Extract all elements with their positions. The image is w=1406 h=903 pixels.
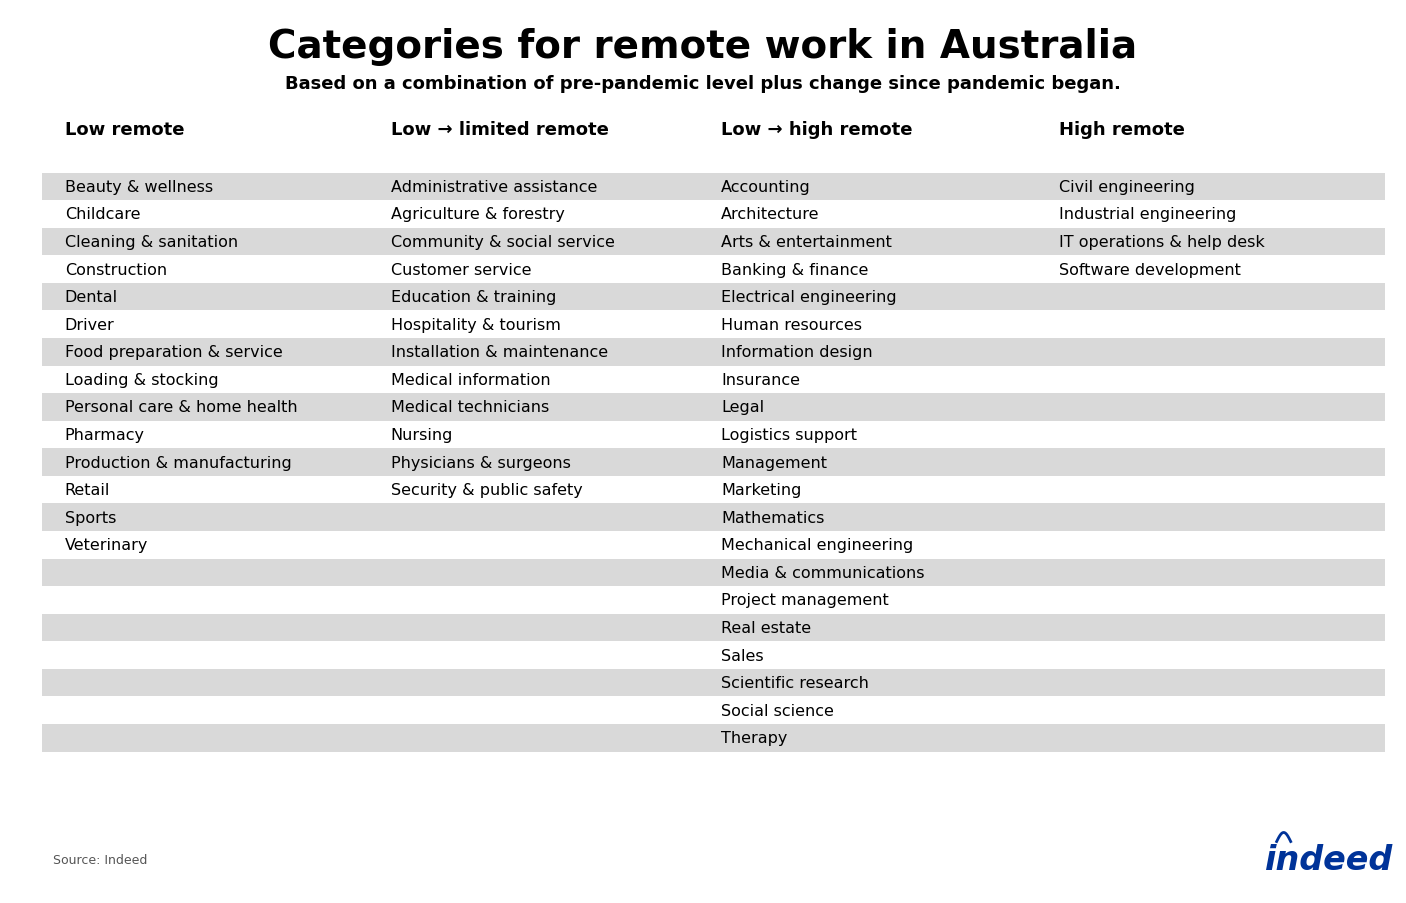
Text: Installation & maintenance: Installation & maintenance xyxy=(391,345,607,360)
Text: Therapy: Therapy xyxy=(721,731,787,746)
Text: Logistics support: Logistics support xyxy=(721,427,858,442)
Bar xyxy=(42,394,1385,421)
Bar xyxy=(42,504,1385,531)
Text: Beauty & wellness: Beauty & wellness xyxy=(65,180,212,195)
Bar xyxy=(42,531,1385,559)
Text: Human resources: Human resources xyxy=(721,317,862,332)
Bar xyxy=(42,587,1385,614)
Text: Management: Management xyxy=(721,455,827,470)
Text: Veterinary: Veterinary xyxy=(65,537,148,553)
Text: Customer service: Customer service xyxy=(391,262,531,277)
Text: Agriculture & forestry: Agriculture & forestry xyxy=(391,207,565,222)
Text: Categories for remote work in Australia: Categories for remote work in Australia xyxy=(269,28,1137,66)
Bar xyxy=(42,311,1385,339)
Text: Low → high remote: Low → high remote xyxy=(721,121,912,139)
Bar xyxy=(42,559,1385,587)
Text: Cleaning & sanitation: Cleaning & sanitation xyxy=(65,235,238,250)
Bar xyxy=(42,751,1385,779)
Bar xyxy=(42,284,1385,311)
Text: Hospitality & tourism: Hospitality & tourism xyxy=(391,317,561,332)
Text: Arts & entertainment: Arts & entertainment xyxy=(721,235,893,250)
Bar xyxy=(42,449,1385,476)
Bar xyxy=(42,228,1385,256)
Text: Insurance: Insurance xyxy=(721,372,800,387)
Text: Information design: Information design xyxy=(721,345,873,360)
Text: Nursing: Nursing xyxy=(391,427,453,442)
Text: Banking & finance: Banking & finance xyxy=(721,262,869,277)
Text: Marketing: Marketing xyxy=(721,482,801,498)
Text: Industrial engineering: Industrial engineering xyxy=(1059,207,1236,222)
Text: Project management: Project management xyxy=(721,592,889,608)
Text: Administrative assistance: Administrative assistance xyxy=(391,180,598,195)
Text: Retail: Retail xyxy=(65,482,110,498)
Text: Legal: Legal xyxy=(721,400,765,415)
Text: Production & manufacturing: Production & manufacturing xyxy=(65,455,291,470)
Text: Education & training: Education & training xyxy=(391,290,557,305)
Text: Real estate: Real estate xyxy=(721,620,811,636)
Bar xyxy=(42,173,1385,200)
Text: Childcare: Childcare xyxy=(65,207,141,222)
Bar xyxy=(42,669,1385,696)
Text: Low → limited remote: Low → limited remote xyxy=(391,121,609,139)
Bar xyxy=(42,724,1385,751)
Text: Personal care & home health: Personal care & home health xyxy=(65,400,297,415)
Text: IT operations & help desk: IT operations & help desk xyxy=(1059,235,1264,250)
Text: indeed: indeed xyxy=(1264,843,1393,876)
Text: Community & social service: Community & social service xyxy=(391,235,614,250)
Text: Electrical engineering: Electrical engineering xyxy=(721,290,897,305)
Text: Loading & stocking: Loading & stocking xyxy=(65,372,218,387)
Bar xyxy=(42,477,1385,504)
Text: Dental: Dental xyxy=(65,290,118,305)
Text: Architecture: Architecture xyxy=(721,207,820,222)
Text: Security & public safety: Security & public safety xyxy=(391,482,582,498)
Text: Mechanical engineering: Mechanical engineering xyxy=(721,537,914,553)
Text: Low remote: Low remote xyxy=(65,121,184,139)
Text: Social science: Social science xyxy=(721,703,834,718)
Text: Sales: Sales xyxy=(721,647,763,663)
Bar xyxy=(42,697,1385,724)
Bar xyxy=(42,339,1385,366)
Text: Food preparation & service: Food preparation & service xyxy=(65,345,283,360)
Text: Source: Indeed: Source: Indeed xyxy=(53,853,148,866)
Text: Physicians & surgeons: Physicians & surgeons xyxy=(391,455,571,470)
Text: Mathematics: Mathematics xyxy=(721,510,825,526)
Bar xyxy=(42,614,1385,641)
Text: Scientific research: Scientific research xyxy=(721,675,869,691)
Text: Construction: Construction xyxy=(65,262,167,277)
Text: Software development: Software development xyxy=(1059,262,1240,277)
Text: Accounting: Accounting xyxy=(721,180,811,195)
Text: Based on a combination of pre-pandemic level plus change since pandemic began.: Based on a combination of pre-pandemic l… xyxy=(285,75,1121,93)
Text: Medical technicians: Medical technicians xyxy=(391,400,550,415)
Text: Pharmacy: Pharmacy xyxy=(65,427,145,442)
Text: Media & communications: Media & communications xyxy=(721,565,925,581)
Text: Sports: Sports xyxy=(65,510,117,526)
Bar xyxy=(42,366,1385,394)
Text: Civil engineering: Civil engineering xyxy=(1059,180,1195,195)
Bar xyxy=(42,641,1385,669)
Text: Driver: Driver xyxy=(65,317,114,332)
Text: Medical information: Medical information xyxy=(391,372,551,387)
Bar xyxy=(42,200,1385,228)
Bar xyxy=(42,421,1385,449)
Bar xyxy=(42,256,1385,284)
Text: High remote: High remote xyxy=(1059,121,1185,139)
